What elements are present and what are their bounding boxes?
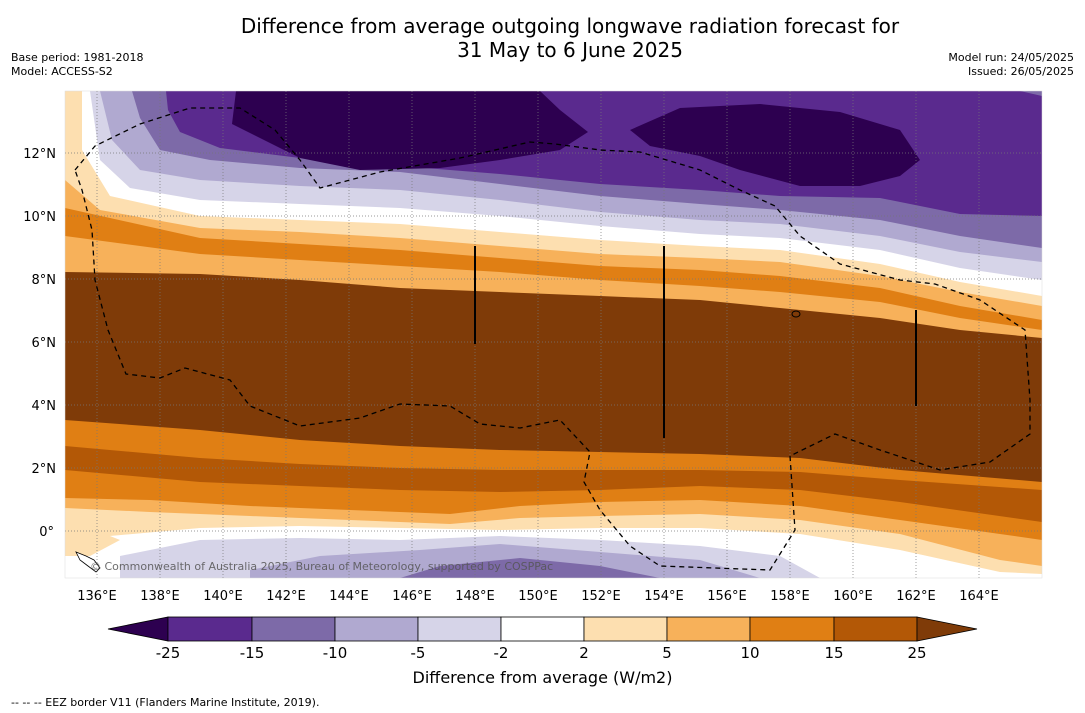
lon-label: 148°E — [455, 589, 495, 604]
lat-label: 6°N — [32, 336, 57, 351]
band-deep-purple-north-b — [630, 104, 920, 186]
colorbar-tick: 10 — [740, 644, 759, 662]
map-frame — [64, 90, 1043, 579]
colorbar-min-arrow — [107, 616, 169, 642]
lon-label: 158°E — [770, 589, 810, 604]
lon-label: 160°E — [833, 589, 873, 604]
colorbar-label: Difference from average (W/m2) — [412, 668, 673, 687]
band-mid-purple-south — [400, 558, 660, 578]
lat-label: 4°N — [32, 399, 57, 414]
lon-label: 136°E — [77, 589, 117, 604]
lon-label: 154°E — [644, 589, 684, 604]
lat-label: 12°N — [23, 147, 56, 162]
colorbar-swatch — [583, 616, 668, 642]
colorbar-swatch — [500, 616, 585, 642]
meta-left: Base period: 1981-2018 Model: ACCESS-S2 — [11, 51, 143, 79]
colorbar-tick: 25 — [907, 644, 926, 662]
colorbar-swatch — [749, 616, 835, 642]
colorbar — [107, 616, 978, 642]
colorbar-tick: 15 — [824, 644, 843, 662]
longitude-axis: 136°E 138°E 140°E 142°E 144°E 146°E 148°… — [77, 589, 999, 604]
colorbar-tick: -2 — [494, 644, 509, 662]
band-deep-purple-north-a — [232, 91, 588, 170]
colorbar-tick: -25 — [156, 644, 181, 662]
lon-label: 162°E — [896, 589, 936, 604]
lon-label: 138°E — [140, 589, 180, 604]
title-line-1: Difference from average outgoing longwav… — [240, 14, 900, 38]
colorbar-swatch — [167, 616, 253, 642]
colorbar-swatch — [666, 616, 751, 642]
band-pale-orange-sw — [65, 520, 120, 556]
eez-footnote: -- -- -- EEZ border V11 (Flanders Marine… — [11, 696, 320, 709]
colorbar-tick: -5 — [411, 644, 426, 662]
lat-label: 10°N — [23, 210, 56, 225]
colorbar-swatch — [417, 616, 502, 642]
eez-border — [74, 107, 1031, 571]
colorbar-max-arrow — [916, 616, 978, 642]
colorbar-ticks: -25 -15 -10 -5 -2 2 5 10 15 25 — [156, 644, 927, 662]
colorbar-tick: 5 — [662, 644, 672, 662]
lat-label: 8°N — [32, 273, 57, 288]
map-title: Difference from average outgoing longwav… — [170, 14, 970, 62]
lon-label: 150°E — [518, 589, 558, 604]
island-outline-sw — [75, 551, 101, 573]
colorbar-swatch — [251, 616, 336, 642]
colorbar-swatch — [334, 616, 419, 642]
colorbar-tick: -10 — [323, 644, 348, 662]
model-run: Model run: 24/05/2025 — [948, 51, 1074, 64]
island-outline — [791, 310, 801, 318]
lon-label: 140°E — [203, 589, 243, 604]
model-name: Model: ACCESS-S2 — [11, 65, 113, 78]
colorbar-swatch — [833, 616, 918, 642]
lon-label: 164°E — [959, 589, 999, 604]
lon-label: 144°E — [329, 589, 369, 604]
lon-label: 156°E — [707, 589, 747, 604]
colorbar-tick: -15 — [240, 644, 265, 662]
copyright-text: © Commonwealth of Australia 2025, Bureau… — [90, 560, 553, 573]
lon-label: 152°E — [581, 589, 621, 604]
map-panel: © Commonwealth of Australia 2025, Bureau… — [65, 91, 1042, 578]
lat-label: 2°N — [32, 462, 57, 477]
gridlines — [65, 91, 1042, 578]
issued-date: Issued: 26/05/2025 — [967, 65, 1074, 78]
base-period: Base period: 1981-2018 — [11, 51, 144, 64]
title-line-2: 31 May to 6 June 2025 — [457, 38, 683, 62]
lon-label: 146°E — [392, 589, 432, 604]
colorbar-tick: 2 — [579, 644, 589, 662]
lon-label: 142°E — [266, 589, 306, 604]
lat-label: 0° — [39, 525, 54, 540]
latitude-axis: 12°N 10°N 8°N 6°N 4°N 2°N 0° — [23, 147, 56, 540]
meta-right: Model run: 24/05/2025 Issued: 26/05/2025 — [948, 51, 1074, 79]
